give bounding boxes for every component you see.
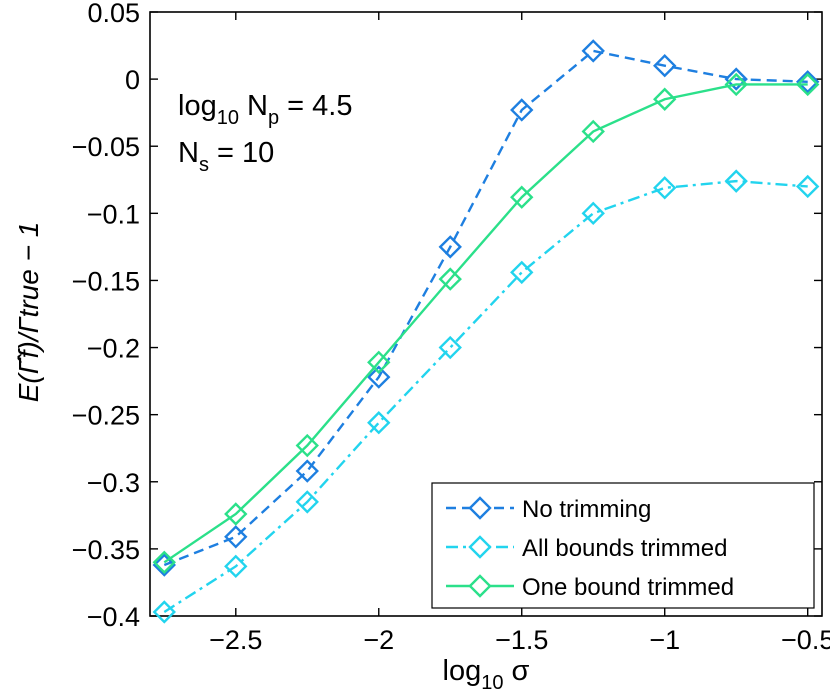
x-tick-label: −1.5 [495,625,548,655]
legend-label: All bounds trimmed [522,535,727,562]
series-one-bound-trimmed [152,72,820,575]
series-all-bounds-trimmed [152,169,820,624]
data-point [724,72,748,97]
data-point [796,70,820,94]
data-point [152,553,176,577]
y-axis-label: E(Γ̂f)/Γtrue − 1 [13,222,44,403]
y-tick-label: −0.05 [72,132,140,162]
data-point [224,525,248,549]
y-tick-label: −0.2 [87,334,140,364]
data-point [581,201,605,226]
y-tick-label: −0.4 [87,602,140,632]
data-point [438,267,462,291]
y-tick-label: −0.35 [72,535,140,565]
data-point [581,39,605,63]
axis-ticks: −2.5 −2 −1.5 −1 −0.5 0.05 0 −0.05 −0.1 −0.15 −0.2 −… [72,0,830,655]
data-point [724,67,748,91]
legend-marker [468,496,492,520]
series-layer [152,39,820,624]
data-point [724,169,748,193]
series-no-trimming [152,39,820,577]
data-point [510,260,534,285]
x-tick-label: −2 [363,625,394,655]
series-line [163,49,808,567]
ns-annotation: Ns = 10 [178,137,274,176]
data-point [653,53,677,78]
y-tick-label: 0 [125,65,140,95]
data-point [152,550,176,575]
legend-label: No trimming [522,496,651,523]
y-tick-label: −0.25 [72,401,140,431]
series-line [163,179,808,613]
legend-marker [468,574,492,598]
y-tick-label: −0.3 [87,468,140,498]
series-line [163,83,808,564]
x-axis-label: log10 σ [443,655,530,694]
y-tick-label: −0.1 [87,199,140,229]
data-point [295,459,319,483]
data-point [295,433,319,458]
data-point [367,365,391,389]
data-point [796,174,820,199]
legend: No trimming All bounds trimmed One bound t… [431,482,815,609]
x-tick-label: −1 [649,625,680,655]
data-point [295,490,319,514]
data-point [510,185,534,209]
y-tick-label: 0.05 [87,0,140,28]
data-point [367,411,391,435]
y-tick-label: −0.15 [72,266,140,296]
x-tick-label: −0.5 [781,625,830,655]
data-point [224,502,248,526]
data-point [224,554,248,579]
data-point [581,119,605,144]
legend-marker [468,535,492,559]
data-point [653,176,677,200]
data-point [796,72,820,97]
data-point [438,335,462,360]
np-annotation: log10 Np = 4.5 [178,90,352,129]
legend-label: One bound trimmed [522,574,734,601]
data-point [510,98,534,122]
data-point [367,350,391,375]
data-point [152,600,176,624]
data-point [438,235,462,259]
data-point [653,87,677,111]
x-tick-label: −2.5 [209,625,262,655]
